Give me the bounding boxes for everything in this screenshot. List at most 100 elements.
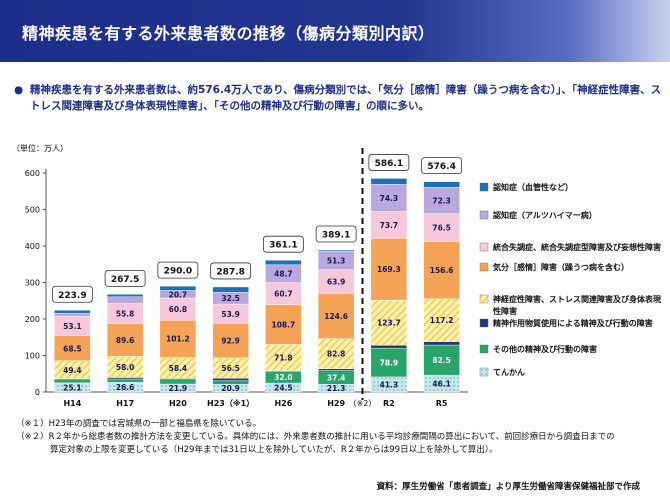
bar-segment — [212, 323, 249, 358]
data-label: 63.9 — [327, 277, 346, 286]
y-tick-label: 400 — [25, 242, 40, 251]
bar-segment — [265, 304, 302, 345]
total-label: 586.1 — [375, 159, 403, 169]
legend-swatch — [479, 210, 489, 220]
legend-swatch — [479, 318, 489, 328]
bar-segment — [370, 238, 408, 301]
footnote-3: 算定対象の上限を変更している（H29年までは31日以上を除外していたが、R２年か… — [16, 445, 498, 455]
bar-segment — [212, 380, 249, 385]
total-label: 576.4 — [427, 162, 455, 172]
bar-segment — [54, 379, 91, 384]
data-label: 101.2 — [166, 335, 190, 344]
legend-label: 神経症性障害、ストレス関連障害及び身体表現性障害 — [493, 294, 661, 316]
data-label: 26.6 — [116, 383, 135, 392]
x-tick-label: H23（※1） — [207, 398, 254, 408]
data-label: 41.3 — [380, 380, 399, 389]
bar-segment — [54, 310, 91, 314]
unit-label: （単位：万人） — [12, 143, 68, 153]
bar-segment — [212, 378, 249, 381]
bar-segment — [423, 187, 460, 214]
data-label: 21.9 — [169, 384, 188, 393]
bar-segment — [159, 320, 197, 358]
total-callout — [104, 269, 146, 287]
bar-segment — [423, 181, 460, 188]
legend-swatch — [479, 367, 489, 377]
data-label: 76.5 — [432, 224, 451, 233]
y-tick-label: 600 — [25, 169, 40, 178]
data-label: 74.3 — [380, 194, 399, 203]
legend-swatch — [479, 262, 489, 272]
data-label: 55.8 — [116, 309, 135, 318]
footnotes: （※１）H23年の調査では宮城県の一部と福島県を除いている。 （※２）R２年から… — [16, 418, 666, 457]
bar-segment — [106, 377, 144, 380]
data-label: 82.5 — [432, 356, 451, 365]
bar-segment — [423, 344, 460, 376]
data-label: 46.1 — [432, 380, 451, 389]
total-label: 287.8 — [216, 267, 244, 277]
data-label: 82.8 — [327, 350, 346, 359]
bar-segment — [317, 368, 355, 371]
divider-label: （※2） — [349, 399, 377, 408]
bar-segment — [265, 344, 302, 371]
bar-segment — [423, 298, 460, 342]
summary: ● 精神疾患を有する外来患者数は、約576.4万人であり、傷病分類別では、「気分… — [14, 82, 662, 114]
data-label: 72.3 — [432, 197, 451, 206]
data-label: 21.3 — [327, 384, 346, 393]
total-label: 361.1 — [269, 241, 297, 251]
x-tick-label: R5 — [436, 399, 448, 408]
total-callout — [315, 225, 357, 243]
chart-area: （単位：万人） 0 100 200 300 400 500 600 （※2） 25.1 49.4 68… — [0, 140, 670, 410]
legend-label: その他の精神及び行動の障害 — [493, 344, 597, 354]
y-tick-label: 100 — [25, 352, 40, 361]
bar-segment — [106, 294, 144, 298]
data-label: 124.6 — [324, 312, 348, 321]
x-tick-label: H26 — [274, 399, 292, 408]
data-label: 37.4 — [327, 373, 346, 382]
bar-segment — [423, 241, 460, 300]
header-bar: 精神疾患を有する外来患者数の推移（傷病分類別内訳） — [0, 0, 670, 62]
x-tick-label: H20 — [169, 399, 187, 408]
total-label: 223.9 — [58, 291, 86, 301]
data-label: 156.6 — [430, 266, 454, 275]
data-label: 20.9 — [221, 384, 240, 393]
data-label: 169.3 — [377, 265, 401, 274]
bullet-icon: ● — [14, 84, 24, 96]
bar-segment — [265, 259, 302, 266]
x-tick-label: H17 — [116, 399, 134, 408]
bar-segment — [106, 296, 144, 304]
source-note: 資料：厚生労働省「患者調査」より厚生労働省障害保健福祉部で作成 — [376, 482, 640, 492]
total-callout — [262, 235, 304, 253]
data-label: 108.7 — [272, 321, 296, 330]
data-label: 92.9 — [221, 337, 240, 346]
data-label: 73.7 — [380, 221, 399, 230]
data-label: 53.1 — [63, 322, 82, 331]
legend-label: 精神作用物質使用による精神及び行動の障害 — [493, 318, 653, 328]
legend-label: 気分［感情］障害（躁うつ病を含む） — [493, 262, 629, 272]
data-label: 56.5 — [221, 364, 240, 373]
data-label: 49.4 — [63, 366, 82, 375]
bar-segment — [159, 379, 197, 385]
data-label: 68.5 — [63, 344, 82, 353]
data-label: 48.7 — [274, 270, 293, 279]
y-tick-label: 200 — [25, 315, 40, 324]
y-tick-label: 500 — [25, 206, 40, 215]
data-label: 117.2 — [430, 316, 454, 325]
data-label: 32.5 — [221, 294, 240, 303]
data-label: 25.1 — [63, 383, 82, 392]
stacked-bar-chart: （単位：万人） 0 100 200 300 400 500 600 （※2） 25.1 49.4 68… — [12, 143, 661, 408]
footnote-2: （※２）R２年から総患者数の推計方法を変更している。具体的には、外来患者数の推計… — [16, 432, 615, 442]
bar-segment — [370, 211, 408, 239]
bar-segment — [317, 292, 355, 339]
data-label: 78.9 — [380, 359, 399, 368]
data-label: 60.8 — [169, 305, 188, 314]
total-callout — [421, 157, 463, 175]
data-label: 53.9 — [221, 310, 240, 319]
total-callout — [51, 285, 93, 303]
total-callout — [210, 262, 252, 280]
data-label: 60.7 — [274, 290, 293, 299]
x-tick-label: R2 — [383, 399, 395, 408]
x-tick-label: H29 — [327, 399, 345, 408]
bar-segment — [317, 338, 355, 370]
data-label: 24.5 — [274, 384, 293, 393]
bar-segment — [370, 347, 408, 378]
